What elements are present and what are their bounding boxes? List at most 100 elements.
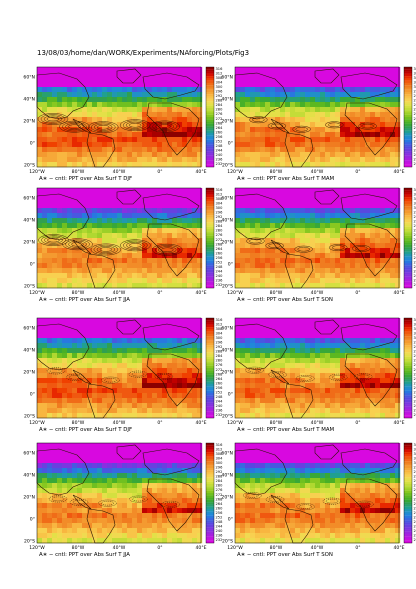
heat-cell [132, 162, 138, 168]
heat-cell [122, 378, 128, 384]
heat-cell [177, 333, 183, 339]
contour-line [248, 367, 261, 373]
contour-line [152, 121, 177, 132]
heat-cell [157, 193, 163, 199]
lon-tick-label: 0° [355, 169, 360, 175]
heat-cell [82, 498, 88, 504]
colorbar-swatch [206, 329, 214, 332]
heat-cell [87, 243, 93, 249]
heat-cell [182, 488, 188, 494]
heat-cell [290, 413, 296, 419]
heat-cell [395, 152, 401, 158]
colorbar-swatch [206, 251, 214, 255]
heat-cell [147, 243, 153, 249]
heat-cell [97, 348, 103, 354]
heat-cell [42, 358, 48, 364]
heat-cell [345, 408, 351, 414]
heat-cell [187, 273, 193, 279]
heat-cell [37, 152, 43, 158]
heat-cell [107, 448, 113, 454]
heat-cell [390, 403, 396, 409]
heat-cell [295, 102, 301, 108]
heat-cell [57, 248, 63, 254]
heat-cell [182, 383, 188, 389]
heat-cell [167, 188, 173, 194]
heat-cell [82, 162, 88, 168]
heat-cell [340, 223, 346, 229]
heat-cell [152, 218, 158, 224]
heat-cell [77, 393, 83, 399]
heat-cell [142, 253, 148, 259]
heat-cell [142, 117, 148, 123]
heat-cell [87, 323, 93, 329]
heat-cell [345, 72, 351, 78]
heat-cell [385, 162, 391, 168]
heat-cell [260, 403, 266, 409]
heat-cell [67, 493, 73, 499]
heat-cell [172, 443, 178, 449]
heat-cell [395, 112, 401, 118]
heat-cell [182, 363, 188, 369]
heat-cell [62, 373, 68, 379]
heat-cell [315, 193, 321, 199]
heat-cell [182, 97, 188, 103]
colorbar-label: 272 [216, 117, 223, 121]
heat-cell [62, 283, 68, 289]
heat-cell [47, 488, 53, 494]
heat-cell [107, 92, 113, 98]
heat-cell [72, 473, 78, 479]
heat-cell [197, 152, 203, 158]
colorbar-swatch [404, 393, 412, 396]
heat-cell [122, 213, 128, 219]
heat-cell [62, 403, 68, 409]
heat-cell [310, 213, 316, 219]
heat-cell [137, 503, 143, 509]
heat-cell [157, 363, 163, 369]
heat-cell [315, 273, 321, 279]
heat-cell [335, 283, 341, 289]
heat-cell [320, 348, 326, 354]
heat-cell [122, 278, 128, 284]
heat-cell [127, 403, 133, 409]
heat-cell [350, 162, 356, 168]
heat-cell [182, 193, 188, 199]
heat-cell [37, 268, 43, 274]
heat-cell [117, 238, 123, 244]
heat-cell [360, 263, 366, 269]
heat-cell [325, 238, 331, 244]
heat-cell [245, 142, 251, 148]
heat-cell [107, 142, 113, 148]
heat-cell [375, 243, 381, 249]
heat-cell [132, 263, 138, 269]
coastline [146, 353, 200, 407]
heat-cell [340, 142, 346, 148]
heat-cell [295, 107, 301, 113]
heat-cell [42, 243, 48, 249]
heat-cell [350, 233, 356, 239]
heat-cell [127, 238, 133, 244]
heat-cell [310, 152, 316, 158]
heat-cell [127, 453, 133, 459]
heat-cell [152, 213, 158, 219]
heat-cell [350, 268, 356, 274]
heat-cell [97, 483, 103, 489]
heat-cell [77, 458, 83, 464]
heat-cell [37, 443, 43, 449]
heat-cell [275, 67, 281, 73]
heat-cell [255, 92, 261, 98]
heat-cell [147, 458, 153, 464]
heat-cell [360, 343, 366, 349]
heat-cell [295, 162, 301, 168]
heat-cell [250, 258, 256, 264]
heat-cell [72, 193, 78, 199]
heat-cell [172, 92, 178, 98]
heat-cell [197, 122, 203, 128]
heat-cell [385, 213, 391, 219]
heat-cell [62, 137, 68, 143]
heat-cell [255, 248, 261, 254]
heat-cell [295, 258, 301, 264]
heat-cell [52, 102, 58, 108]
heat-cell [117, 117, 123, 123]
heat-cell [92, 453, 98, 459]
heat-cell [102, 463, 108, 469]
